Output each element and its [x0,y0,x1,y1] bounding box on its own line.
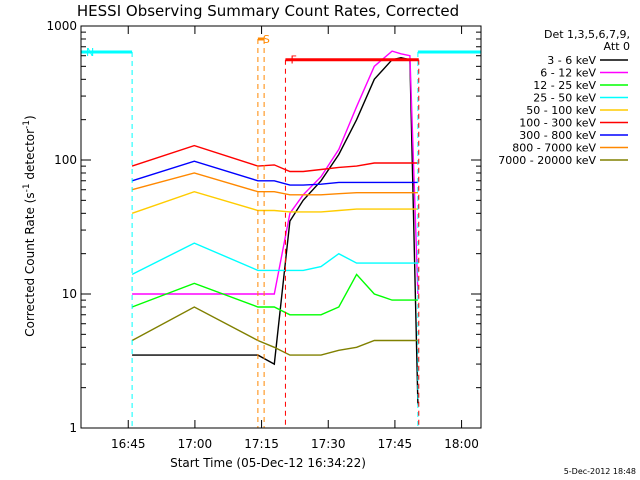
timestamp: 5-Dec-2012 18:48 [564,467,636,476]
y-axis-label: Corrected Count Rate (s-1 detector-1) [22,115,37,336]
legend-header-line2: Att 0 [604,40,630,53]
series-line-4 [131,190,418,214]
y-tick-label-1: 10 [62,287,77,301]
series-line-6 [131,160,418,186]
legend-label-8: 7000 - 20000 keV [498,154,596,167]
x-tick-label-2: 17:15 [244,437,279,451]
series-line-0 [132,56,419,405]
flag-label-2: S [263,33,270,46]
legend-label-3: 25 - 50 keV [533,92,596,105]
legend-label-7: 800 - 7000 keV [512,142,596,155]
chart-title: HESSI Observing Summary Count Rates, Cor… [77,2,459,20]
x-tick-label-3: 17:30 [311,437,346,451]
legend-header-line1: Det 1,3,5,6,7,9, [544,28,630,41]
x-tick-label-1: 17:00 [178,437,213,451]
y-tick-label-0: 1 [69,421,77,435]
series-line-5 [131,144,418,173]
x-tick-label-0: 16:45 [111,437,146,451]
plot-area: N S F 16:45 17:00 17:15 17:30 17:45 18:00 1 10 100 1… [46,19,482,451]
legend-label-0: 3 - 6 keV [547,54,596,67]
legend-label-4: 50 - 100 keV [526,104,596,117]
x-tick-label-4: 17:45 [378,437,413,451]
x-tick-label-5: 18:00 [444,437,479,451]
flag-label-3: F [290,54,296,67]
flag-label-0: N [86,46,94,59]
legend-label-1: 6 - 12 keV [540,67,596,80]
legend-label-2: 12 - 25 keV [533,79,596,92]
plot-frame [80,25,482,429]
legend-label-6: 300 - 800 keV [519,129,596,142]
series-line-3 [131,242,418,276]
series-line-7 [131,172,418,196]
y-tick-label-3: 1000 [46,19,77,33]
series-line-1 [132,50,419,295]
x-axis-label: Start Time (05-Dec-12 16:34:22) [170,456,366,470]
series-line-2 [131,273,418,316]
series-line-8 [131,306,418,356]
y-tick-label-2: 100 [54,153,77,167]
legend-label-5: 100 - 300 keV [519,117,596,130]
